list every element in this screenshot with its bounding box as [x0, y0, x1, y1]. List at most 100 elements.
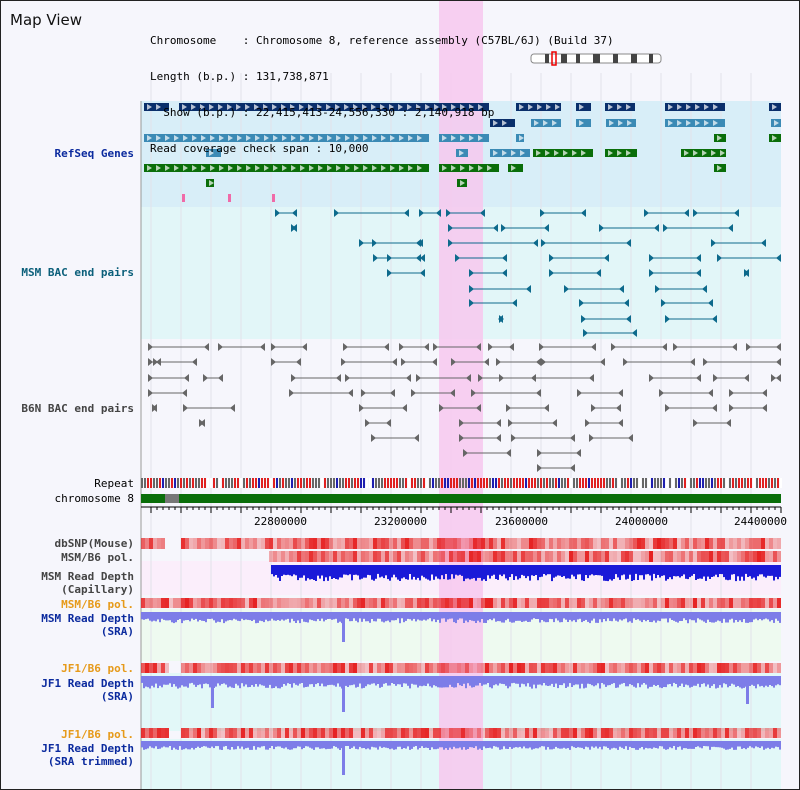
- read-depth-bar: [715, 612, 717, 622]
- polymorphism-cell: [621, 551, 625, 562]
- read-depth-bar: [365, 612, 367, 622]
- bac-end-marker: [341, 358, 346, 366]
- read-depth-bar: [241, 676, 243, 684]
- track-label-b6n-bac[interactable]: B6N BAC end pairs: [21, 402, 134, 415]
- polymorphism-cell: [445, 551, 449, 562]
- repeat-element: [717, 478, 719, 488]
- read-depth-bar: [261, 741, 263, 747]
- read-depth-bar: [441, 741, 443, 748]
- read-depth-bar: [677, 741, 679, 748]
- track-label-jf1-b6-pol-trimmed[interactable]: JF1/B6 pol.: [61, 728, 134, 741]
- read-depth-bar: [229, 741, 231, 750]
- read-depth-bar: [421, 676, 423, 687]
- read-depth-bar: [725, 676, 727, 685]
- bac-end-marker: [549, 269, 554, 277]
- bac-end-marker: [502, 269, 507, 277]
- read-depth-bar: [245, 741, 247, 749]
- read-depth-bar: [291, 741, 293, 750]
- read-depth-bar: [387, 676, 389, 686]
- repeat-element: [750, 478, 752, 488]
- polymorphism-cell: [405, 598, 409, 608]
- polymorphism-cell: [297, 538, 301, 549]
- repeat-element: [201, 478, 203, 488]
- read-depth-bar: [237, 741, 239, 747]
- track-label-msm-depth-capillary[interactable]: MSM Read Depth (Capillary): [41, 570, 134, 596]
- track-label-msm-bac[interactable]: MSM BAC end pairs: [21, 266, 134, 279]
- read-depth-bar: [585, 741, 587, 747]
- read-depth-bar: [463, 612, 465, 623]
- bac-end-marker: [373, 254, 378, 262]
- bac-end-marker: [432, 358, 437, 366]
- repeat-element: [594, 478, 596, 488]
- read-depth-bar: [467, 741, 469, 749]
- read-depth-bar: [411, 676, 413, 684]
- polymorphism-cell: [273, 551, 277, 562]
- polymorphism-cell: [485, 663, 489, 673]
- polymorphism-cell: [297, 663, 301, 673]
- bac-end-marker: [746, 343, 751, 351]
- track-label-jf1-b6-pol-sra[interactable]: JF1/B6 pol.: [61, 662, 134, 675]
- read-depth-bar: [627, 565, 629, 579]
- polymorphism-cell: [697, 728, 701, 738]
- gene-arrow: [398, 104, 403, 110]
- ideogram-band: [593, 54, 600, 63]
- read-depth-bar: [773, 612, 775, 623]
- read-depth-bar: [251, 741, 253, 750]
- read-depth-bar: [659, 741, 661, 747]
- read-depth-bar: [141, 676, 143, 683]
- read-depth-bar: [237, 676, 239, 686]
- read-depth-bar: [703, 676, 705, 684]
- polymorphism-cell: [573, 728, 577, 738]
- read-depth-bar: [527, 676, 529, 684]
- read-depth-bar: [187, 741, 189, 750]
- polymorphism-cell: [277, 598, 281, 608]
- read-depth-bar: [337, 612, 339, 623]
- read-depth-bar: [161, 741, 163, 748]
- read-depth-bar: [711, 676, 713, 686]
- track-label-jf1-depth-sra[interactable]: JF1 Read Depth (SRA): [41, 677, 134, 703]
- gene-arrow: [299, 104, 304, 110]
- read-depth-bar: [603, 565, 605, 581]
- polymorphism-cell: [401, 728, 405, 738]
- read-depth-bar: [595, 565, 597, 575]
- polymorphism-cell: [321, 663, 325, 673]
- read-depth-bar: [709, 676, 711, 688]
- track-label-refseq[interactable]: RefSeq Genes: [54, 147, 134, 160]
- read-depth-bar: [155, 741, 157, 747]
- track-label-msm-depth-sra[interactable]: MSM Read Depth (SRA): [41, 612, 134, 638]
- read-depth-bar: [295, 612, 297, 623]
- polymorphism-cell: [325, 663, 329, 673]
- read-depth-bar: [185, 676, 187, 687]
- bac-end-marker: [148, 358, 153, 366]
- read-depth-bar: [425, 676, 427, 686]
- read-depth-bar: [705, 612, 707, 623]
- read-depth-bar: [655, 676, 657, 686]
- polymorphism-cell: [653, 598, 657, 608]
- read-depth-bar: [427, 565, 429, 580]
- read-depth-bar: [779, 741, 781, 750]
- bac-end-marker: [526, 285, 531, 293]
- read-depth-bar: [305, 741, 307, 747]
- read-depth-bar: [575, 565, 577, 580]
- repeat-element: [525, 478, 527, 488]
- read-depth-bar: [411, 565, 413, 580]
- bac-end-marker: [581, 315, 586, 323]
- ideogram-band: [545, 54, 549, 63]
- read-depth-bar: [217, 612, 219, 622]
- read-depth-bar: [539, 741, 541, 748]
- polymorphism-cell: [373, 728, 377, 738]
- track-label-jf1-depth-trimmed[interactable]: JF1 Read Depth (SRA trimmed): [41, 742, 134, 768]
- read-depth-bar: [565, 612, 567, 620]
- gene-feature: [490, 149, 530, 157]
- read-depth-bar: [523, 612, 525, 622]
- track-label-msm-b6-pol-capillary[interactable]: MSM/B6 pol.: [61, 551, 134, 564]
- read-depth-bar: [703, 612, 705, 622]
- read-depth-bar: [745, 741, 747, 750]
- read-depth-bar: [281, 741, 283, 748]
- track-label-msm-b6-pol-sra[interactable]: MSM/B6 pol.: [61, 598, 134, 611]
- polymorphism-cell: [653, 663, 657, 673]
- polymorphism-cell: [701, 598, 705, 608]
- polymorphism-cell: [689, 598, 693, 608]
- track-label-dbsnp[interactable]: dbSNP(Mouse): [54, 537, 134, 550]
- polymorphism-cell: [617, 728, 621, 738]
